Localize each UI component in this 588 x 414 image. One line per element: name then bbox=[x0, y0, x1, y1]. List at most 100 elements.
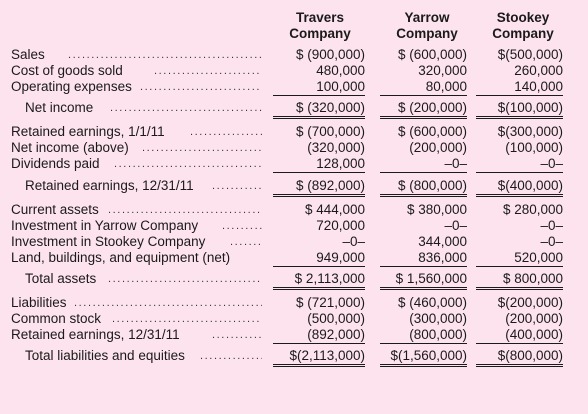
header-line-2: Company bbox=[492, 26, 554, 41]
dot-leader: ........................................… bbox=[114, 158, 262, 170]
yarrow-value: 836,000 bbox=[380, 250, 467, 267]
row-label: Operating expenses bbox=[11, 79, 132, 94]
column-header-yarrow: Yarrow Company bbox=[382, 10, 472, 42]
dot-leader: ........................................… bbox=[212, 180, 262, 192]
row-label: Current assets bbox=[11, 202, 99, 217]
table-row: Investment in Yarrow Company............… bbox=[0, 218, 588, 234]
stookey-value: $(500,000) bbox=[497, 47, 563, 62]
table-row: Cost of goods sold......................… bbox=[0, 63, 588, 79]
column-header-travers: Travers Company bbox=[275, 10, 365, 42]
yarrow-value: $ (200,000) bbox=[380, 100, 467, 119]
row-label: Dividends paid bbox=[11, 156, 100, 171]
travers-value: 100,000 bbox=[273, 79, 365, 96]
dot-leader: ........................................… bbox=[154, 65, 262, 77]
stookey-value: $(200,000) bbox=[497, 295, 563, 310]
table-row: Total assets............................… bbox=[0, 271, 588, 290]
travers-value: (500,000) bbox=[307, 311, 365, 326]
table-row: Net income (above)......................… bbox=[0, 140, 588, 156]
stookey-value: 520,000 bbox=[476, 250, 563, 267]
stookey-value: (200,000) bbox=[505, 311, 563, 326]
travers-value: (320,000) bbox=[307, 140, 365, 155]
travers-value: $ (721,000) bbox=[295, 295, 365, 310]
dot-leader: ........................................… bbox=[112, 313, 262, 325]
table-row: Current assets..........................… bbox=[0, 202, 588, 218]
travers-value: (892,000) bbox=[273, 327, 365, 344]
travers-value: $ (320,000) bbox=[273, 100, 365, 119]
yarrow-value: –0– bbox=[380, 156, 467, 173]
yarrow-value: $ (460,000) bbox=[397, 295, 467, 310]
table-row: Retained earnings, 12/31/11.............… bbox=[0, 327, 588, 344]
dot-leader: ........................................… bbox=[200, 350, 262, 362]
stookey-value: –0– bbox=[540, 234, 563, 249]
row-label: Sales bbox=[11, 47, 45, 62]
dot-leader: ........................................… bbox=[222, 220, 262, 232]
yarrow-value: $ 1,560,000 bbox=[380, 271, 467, 290]
row-label: Retained earnings, 1/1/11 bbox=[11, 124, 165, 139]
table-row: Operating expenses......................… bbox=[0, 79, 588, 96]
stookey-value: $(300,000) bbox=[497, 124, 563, 139]
header-line-1: Stookey bbox=[496, 10, 550, 25]
travers-value: $ (892,000) bbox=[273, 178, 365, 197]
yarrow-value: (300,000) bbox=[409, 311, 467, 326]
dot-leader: ........................................… bbox=[190, 126, 262, 138]
stookey-value: (100,000) bbox=[505, 140, 563, 155]
dot-leader: ........................................… bbox=[68, 49, 262, 61]
table-row: Common stock............................… bbox=[0, 311, 588, 327]
travers-value: 128,000 bbox=[273, 156, 365, 173]
stookey-value: 260,000 bbox=[514, 63, 563, 78]
table-row: Land, buildings, and equipment (net) 949,… bbox=[0, 250, 588, 267]
table-row: Retained earnings, 12/31/11.............… bbox=[0, 178, 588, 197]
travers-value: 720,000 bbox=[316, 218, 365, 233]
row-label: Liabilities bbox=[11, 295, 67, 310]
stookey-value: (400,000) bbox=[476, 327, 563, 344]
yarrow-value: 344,000 bbox=[418, 234, 467, 249]
row-label: Investment in Yarrow Company bbox=[11, 218, 199, 233]
dot-leader: ........................................… bbox=[212, 329, 262, 341]
dot-leader: ........................................… bbox=[230, 236, 260, 248]
yarrow-value: (200,000) bbox=[409, 140, 467, 155]
row-label: Retained earnings, 12/31/11 bbox=[11, 327, 180, 342]
stookey-value: $(800,000) bbox=[476, 348, 563, 367]
yarrow-value: (800,000) bbox=[380, 327, 467, 344]
row-label: Cost of goods sold bbox=[11, 63, 123, 78]
stookey-value: 140,000 bbox=[476, 79, 563, 96]
stookey-value: $ 280,000 bbox=[502, 202, 563, 217]
dot-leader: ........................................… bbox=[142, 142, 262, 154]
header-line-1: Travers bbox=[295, 10, 345, 25]
yarrow-value: $ (800,000) bbox=[380, 178, 467, 197]
yarrow-value: $ (600,000) bbox=[397, 47, 467, 62]
row-label: Investment in Stookey Company bbox=[11, 234, 206, 249]
row-label: Total liabilities and equities bbox=[25, 348, 185, 363]
table-row: Investment in Stookey Company...........… bbox=[0, 234, 588, 250]
travers-value: 949,000 bbox=[273, 250, 365, 267]
dot-leader: ........................................… bbox=[140, 81, 262, 93]
stookey-value: –0– bbox=[540, 218, 563, 233]
table-row: Retained earnings, 1/1/11...............… bbox=[0, 124, 588, 140]
travers-value: $ 2,113,000 bbox=[273, 271, 365, 290]
dot-leader: ........................................… bbox=[74, 297, 262, 309]
yarrow-value: $(1,560,000) bbox=[380, 348, 467, 367]
row-label: Total assets bbox=[25, 271, 97, 286]
stookey-value: $(100,000) bbox=[476, 100, 563, 119]
dot-leader: ........................................… bbox=[108, 273, 262, 285]
travers-value: $(2,113,000) bbox=[273, 348, 365, 367]
row-label: Common stock bbox=[11, 311, 102, 326]
yarrow-value: 80,000 bbox=[380, 79, 467, 96]
header-line-2: Company bbox=[289, 26, 351, 41]
header-line-1: Yarrow bbox=[404, 10, 450, 25]
column-header-stookey: Stookey Company bbox=[478, 10, 568, 42]
table-row: Total liabilities and equities..........… bbox=[0, 348, 588, 367]
row-label: Net income bbox=[25, 100, 94, 115]
stookey-value: $(400,000) bbox=[476, 178, 563, 197]
dot-leader: ........................................… bbox=[108, 204, 262, 216]
yarrow-value: $ (600,000) bbox=[397, 124, 467, 139]
travers-value: $ (900,000) bbox=[295, 47, 365, 62]
yarrow-value: 320,000 bbox=[418, 63, 467, 78]
travers-value: 480,000 bbox=[316, 63, 365, 78]
yarrow-value: $ 380,000 bbox=[406, 202, 467, 217]
yarrow-value: –0– bbox=[444, 218, 467, 233]
travers-value: $ (700,000) bbox=[295, 124, 365, 139]
row-label: Retained earnings, 12/31/11 bbox=[25, 178, 194, 193]
row-label: Net income (above) bbox=[11, 140, 129, 155]
